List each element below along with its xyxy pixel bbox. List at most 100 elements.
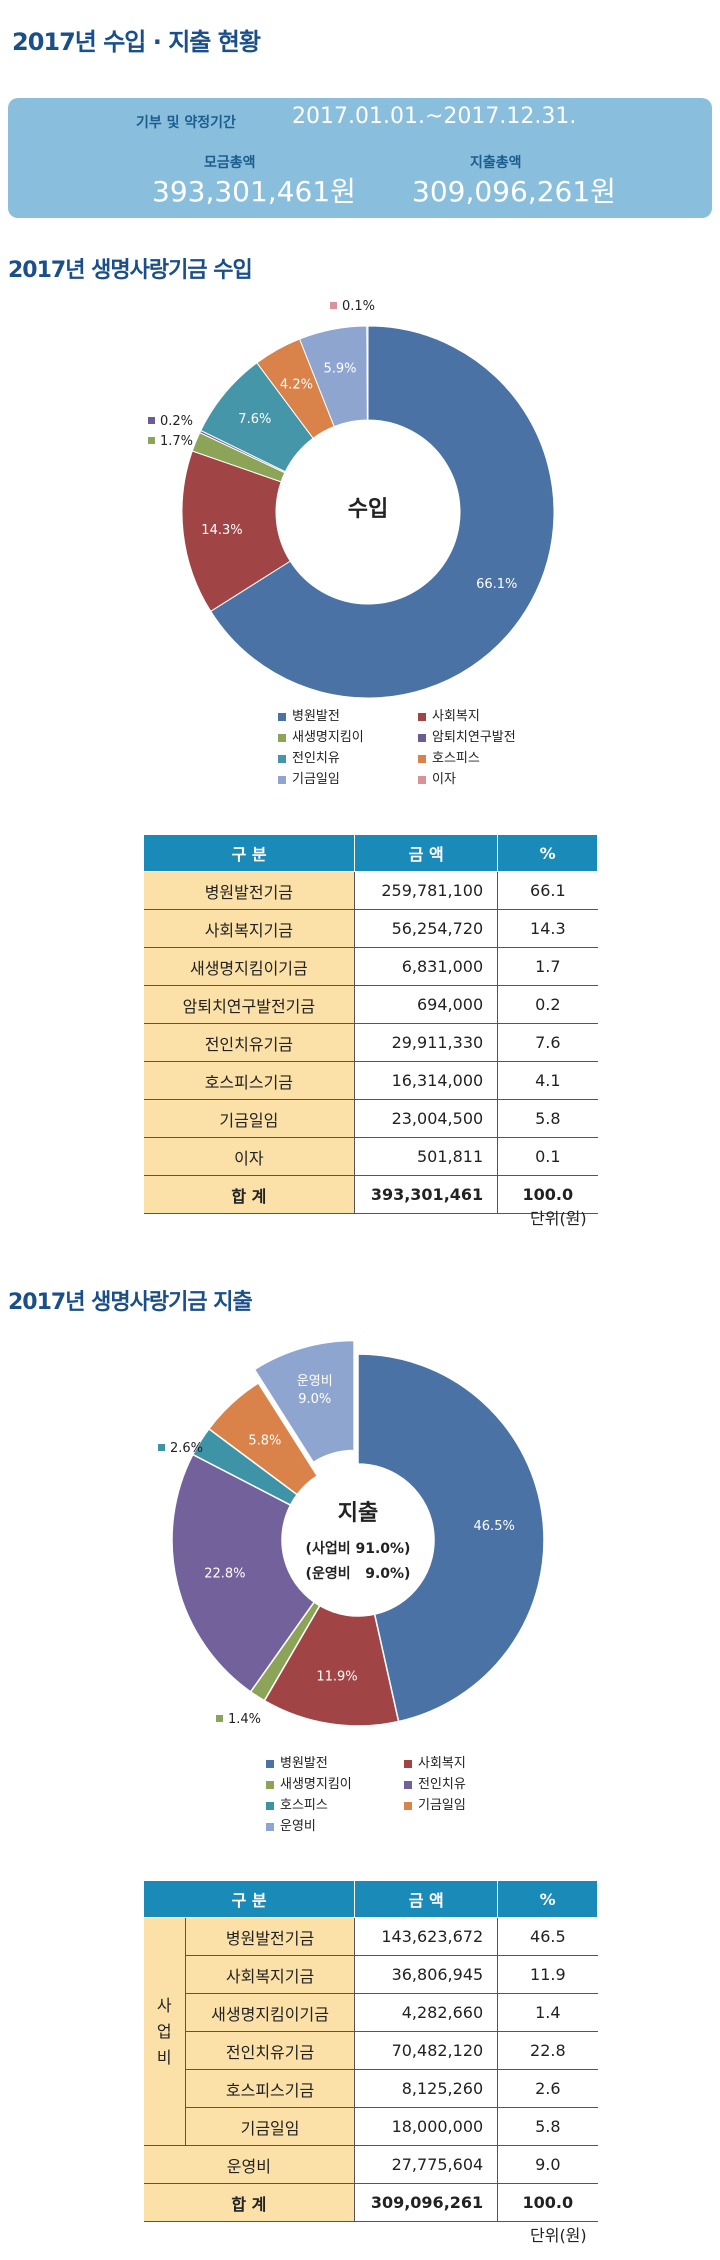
expense-total-label: 지출총액 xyxy=(470,155,522,171)
legend-item-interest: 이자 xyxy=(418,768,456,787)
income-total-value: 393,301,461원 xyxy=(152,175,356,208)
cell-percent: 66.1 xyxy=(497,871,598,910)
expense-section-title: 2017년 생명사랑기금 지출 xyxy=(8,1290,253,1315)
expense-legend: 병원발전 사회복지 새생명지킴이 전인치유 호스피스 기금일임 운영비 xyxy=(0,1752,720,1834)
legend-label: 사회복지 xyxy=(432,709,480,724)
income-slice-7 xyxy=(366,325,369,421)
table-row: 기금일임 18,000,000 5.8 xyxy=(144,2107,598,2146)
expense-center-sub2: (운영비 9.0%) xyxy=(306,1565,411,1582)
legend-label: 암퇴치연구발전 xyxy=(432,730,516,745)
col-header-category: 구 분 xyxy=(142,834,356,872)
expense-data-label-2: 1.4% xyxy=(228,1712,261,1727)
income-data-label-6: 5.9% xyxy=(324,362,357,377)
table-row: 사회복지기금 56,254,720 14.3 xyxy=(143,909,598,948)
summary-box: 기부 및 약정기간 2017.01.01.~2017.12.31. 모금총액 3… xyxy=(8,98,712,218)
group-label: 사업비 xyxy=(143,1917,186,2146)
legend-label: 전인치유 xyxy=(292,751,340,766)
legend-item-healing: 전인치유 xyxy=(404,1773,466,1792)
cell-amount: 309,096,261 xyxy=(354,2183,499,2222)
table-row: 호스피스기금 8,125,260 2.6 xyxy=(144,2069,598,2108)
cell-category: 운영비 xyxy=(143,2145,356,2184)
legend-label: 병원발전 xyxy=(280,1756,328,1771)
expense-slice-3 xyxy=(171,1453,316,1693)
expense-data-label-5: 5.8% xyxy=(248,1434,281,1449)
expense-center-sub1: (사업비 91.0%) xyxy=(306,1541,411,1557)
legend-swatch xyxy=(418,775,426,784)
legend-label: 호스피스 xyxy=(280,1798,328,1813)
legend-item-newlife: 새생명지킴이 xyxy=(266,1773,352,1792)
expense-slice-1 xyxy=(263,1604,400,1727)
cell-category: 기금일임 xyxy=(185,2107,356,2146)
cell-category: 기금일임 xyxy=(143,1099,356,1138)
cell-percent: 5.8 xyxy=(497,1099,598,1138)
legend-item-newlife: 새생명지킴이 xyxy=(278,726,364,745)
cell-category: 병원발전기금 xyxy=(143,871,356,910)
table-row: 암퇴치연구발전기금 694,000 0.2 xyxy=(143,985,598,1024)
cell-percent: 1.4 xyxy=(497,1993,598,2032)
cell-amount: 4,282,660 xyxy=(354,1993,499,2032)
legend-swatch xyxy=(418,754,426,763)
expense-data-label-3: 22.8% xyxy=(204,1566,245,1581)
table-row: 사회복지기금 36,806,945 11.9 xyxy=(144,1955,598,1994)
cell-amount: 143,623,672 xyxy=(354,1917,499,1956)
cell-category: 사회복지기금 xyxy=(143,909,356,948)
expense-slice-5 xyxy=(207,1381,319,1496)
cell-amount: 36,806,945 xyxy=(354,1955,499,1994)
legend-swatch xyxy=(278,754,286,763)
income-total-label: 모금총액 xyxy=(204,155,256,171)
expense-slice-6 xyxy=(253,1339,355,1464)
income-table: 구 분 금 액 % 병원발전기금 259,781,100 66.1 사회복지기금 56,… xyxy=(142,834,598,1214)
cell-amount: 259,781,100 xyxy=(354,871,499,910)
income-data-label-1: 14.3% xyxy=(201,523,242,538)
legend-item-fund: 기금일임 xyxy=(278,768,340,787)
cell-amount: 694,000 xyxy=(354,985,499,1024)
col-header-percent: % xyxy=(497,1880,598,1918)
legend-label: 기금일임 xyxy=(418,1798,466,1813)
expense-center-label: 지출 xyxy=(338,1501,378,1526)
expense-slice-0 xyxy=(357,1353,545,1723)
legend-label: 전인치유 xyxy=(418,1777,466,1792)
income-slice-0 xyxy=(210,325,555,699)
label-swatch xyxy=(330,302,337,309)
cell-percent: 7.6 xyxy=(497,1023,598,1062)
legend-swatch xyxy=(266,1801,274,1810)
expense-data-label-1: 11.9% xyxy=(316,1669,357,1684)
cell-amount: 16,314,000 xyxy=(354,1061,499,1100)
legend-item-hospice: 호스피스 xyxy=(266,1794,328,1813)
cell-amount: 29,911,330 xyxy=(354,1023,499,1062)
expense-slice-caption: 운영비 xyxy=(297,1374,333,1389)
legend-swatch xyxy=(266,1759,274,1768)
cell-category: 이자 xyxy=(143,1137,356,1176)
legend-label: 새생명지킴이 xyxy=(292,730,364,745)
group-label-text: 사업비 xyxy=(156,1995,172,2067)
cell-category: 새생명지킴이기금 xyxy=(185,1993,356,2032)
cell-category: 전인치유기금 xyxy=(185,2031,356,2070)
cell-percent: 46.5 xyxy=(497,1917,598,1956)
table-row: 병원발전기금 259,781,100 66.1 xyxy=(143,871,598,910)
expense-data-label-0: 46.5% xyxy=(474,1519,515,1534)
income-data-label-3: 0.2% xyxy=(160,414,193,429)
cell-category: 전인치유기금 xyxy=(143,1023,356,1062)
table-row: 이자 501,811 0.1 xyxy=(143,1137,598,1176)
cell-category: 병원발전기금 xyxy=(185,1917,356,1956)
cell-category: 합 계 xyxy=(143,2183,356,2222)
cell-category: 새생명지킴이기금 xyxy=(143,947,356,986)
legend-label: 병원발전 xyxy=(292,709,340,724)
cell-category: 합 계 xyxy=(143,1175,356,1214)
income-legend: 병원발전 사회복지 새생명지킴이 암퇴치연구발전 전인치유 호스피스 기금일임 … xyxy=(0,705,720,795)
cell-percent: 9.0 xyxy=(497,2145,598,2184)
legend-item-hospital: 병원발전 xyxy=(266,1752,328,1771)
cell-amount: 27,775,604 xyxy=(354,2145,499,2184)
cell-amount: 393,301,461 xyxy=(354,1175,499,1214)
period-label: 기부 및 약정기간 xyxy=(136,115,236,131)
legend-label: 기금일임 xyxy=(292,772,340,787)
total-row: 합 계 309,096,261 100.0 xyxy=(143,2183,598,2222)
cell-percent: 0.1 xyxy=(497,1137,598,1176)
cell-percent: 100.0 xyxy=(497,2183,598,2222)
legend-item-cancer: 암퇴치연구발전 xyxy=(418,726,516,745)
cell-amount: 56,254,720 xyxy=(354,909,499,948)
legend-label: 이자 xyxy=(432,772,456,787)
cell-category: 암퇴치연구발전기금 xyxy=(143,985,356,1024)
col-header-percent: % xyxy=(497,834,598,872)
income-data-label-7: 0.1% xyxy=(342,299,375,314)
